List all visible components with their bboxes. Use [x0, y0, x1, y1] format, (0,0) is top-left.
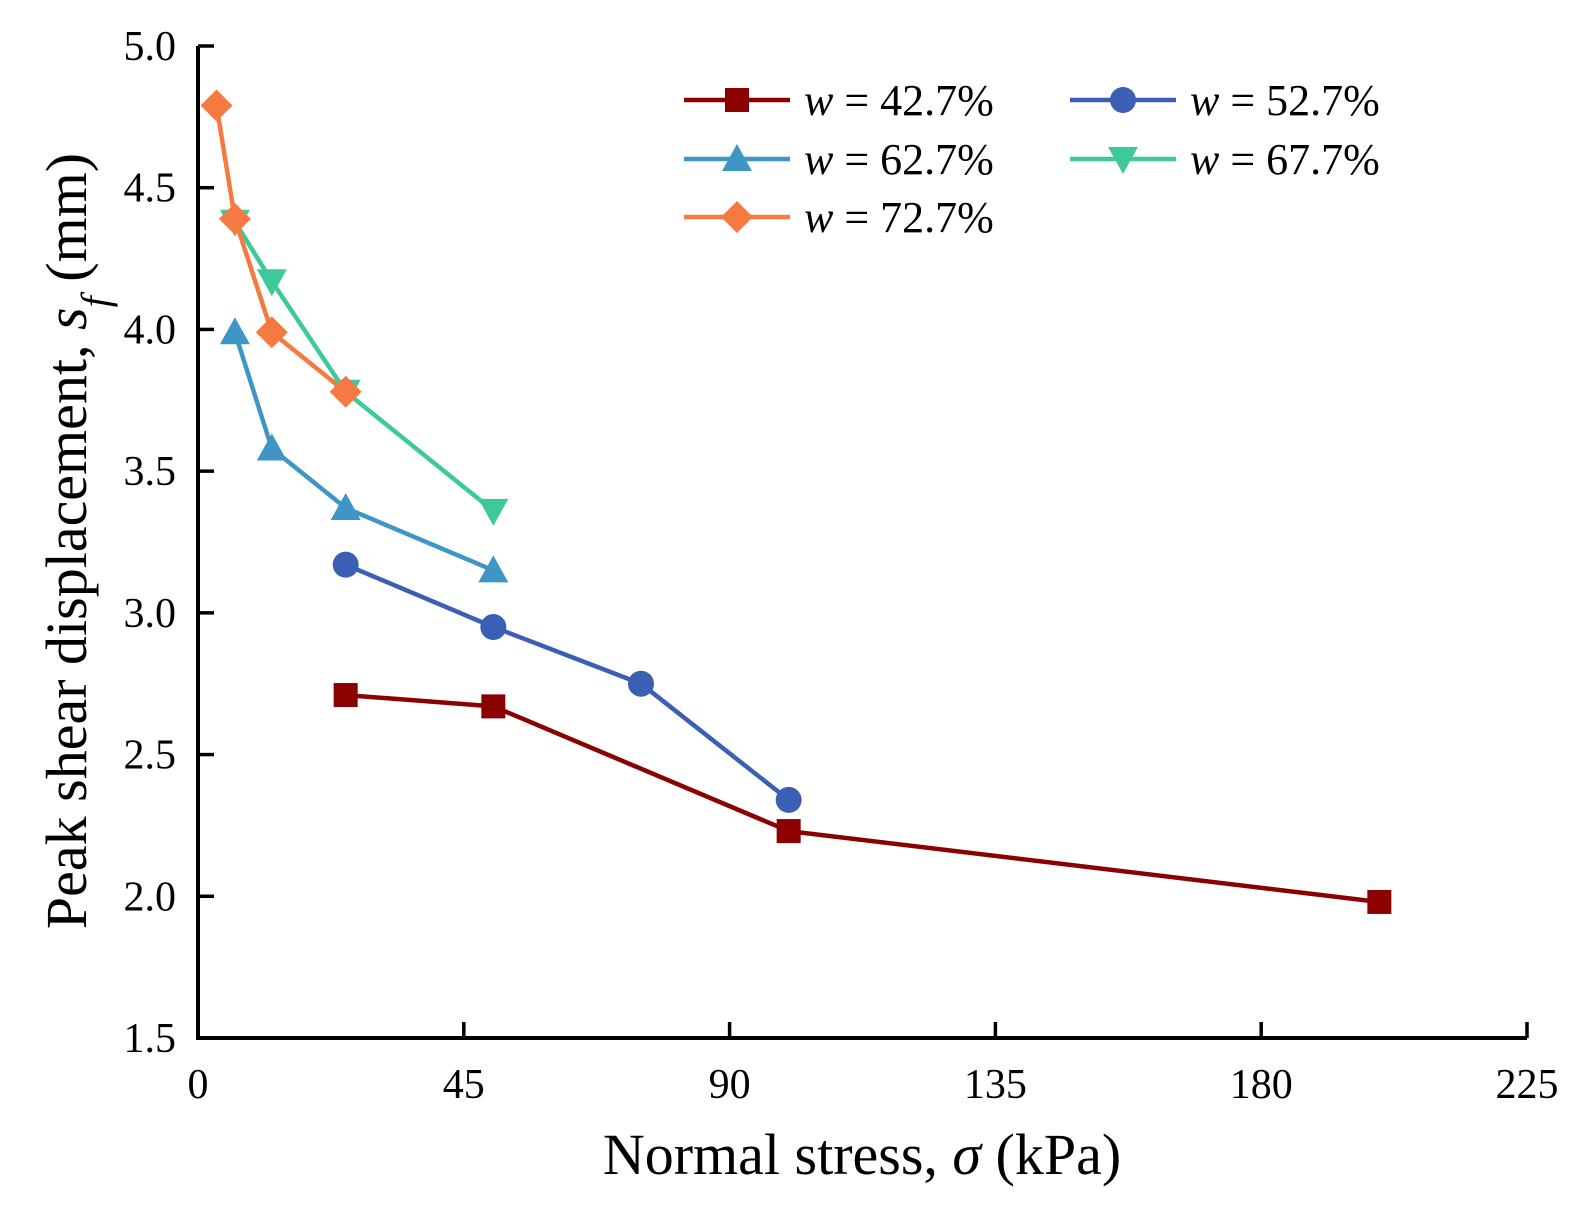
- legend-marker: [722, 144, 752, 171]
- data-point: [219, 317, 250, 345]
- data-point: [218, 202, 251, 235]
- y-tick-label: 2.5: [124, 733, 177, 779]
- series-diamond: [200, 89, 362, 408]
- legend-item: w = 52.7%: [1070, 76, 1380, 125]
- data-point: [628, 670, 654, 697]
- series-triangle-up: [219, 317, 509, 583]
- series-line: [214, 105, 348, 394]
- data-point: [332, 551, 359, 578]
- y-tick-label: 2.0: [124, 874, 177, 920]
- legend-item: w = 72.7%: [684, 193, 994, 242]
- legend-item: w = 62.7%: [684, 135, 994, 184]
- data-point: [1367, 889, 1392, 914]
- legend-item: w = 67.7%: [1070, 135, 1380, 184]
- data-point: [478, 498, 509, 526]
- data-point: [775, 786, 802, 813]
- series-layer: [200, 89, 1392, 914]
- data-point: [478, 555, 509, 583]
- data-point: [255, 316, 288, 349]
- data-point: [256, 433, 287, 461]
- x-tick-label: 90: [709, 1062, 751, 1108]
- legend-label: w = 72.7%: [804, 193, 994, 242]
- series-line: [344, 562, 791, 802]
- series-square: [333, 683, 1392, 914]
- y-axis-title-symbol: s: [34, 307, 99, 330]
- y-tick-label: 4.0: [124, 307, 177, 353]
- x-axis-title-symbol: σ: [952, 1122, 983, 1187]
- data-point: [776, 819, 801, 844]
- legend: w = 42.7% w = 52.7% w = 62.7% w = 67.7% w = …: [684, 76, 1380, 242]
- data-point: [200, 89, 233, 122]
- axes: 0 45 90 135 180 225 1.5 2.0 2.5 3.0 3.5 4.0 4.5 5.0: [124, 24, 1559, 1108]
- x-tick-label: 0: [188, 1062, 209, 1108]
- series-line: [232, 220, 495, 513]
- series-circle: [332, 551, 802, 813]
- data-point: [480, 614, 507, 641]
- legend-label: w = 67.7%: [1190, 135, 1380, 184]
- data-point: [333, 683, 358, 708]
- legend-marker: [1108, 147, 1138, 174]
- data-point: [330, 492, 361, 520]
- x-axis-title-suffix: (kPa): [981, 1122, 1121, 1187]
- y-axis-title-suffix: (mm): [34, 153, 99, 296]
- x-axis-title-prefix: Normal stress,: [603, 1122, 953, 1187]
- x-tick-label: 225: [1496, 1062, 1559, 1108]
- y-tick-label: 3.5: [124, 449, 177, 495]
- legend-label: w = 52.7%: [1190, 76, 1380, 125]
- x-axis-title: Normal stress, σ (kPa): [603, 1122, 1121, 1187]
- series-line: [345, 692, 1380, 905]
- y-axis-title: Peak shear displacement, sf (mm): [34, 153, 118, 929]
- y-tick-label: 5.0: [124, 24, 177, 70]
- data-point: [256, 269, 287, 297]
- legend-item: w = 42.7%: [684, 76, 994, 125]
- y-tick-label: 3.0: [124, 591, 177, 637]
- series-line: [232, 331, 495, 573]
- x-tick-label: 45: [443, 1062, 485, 1108]
- y-tick-label: 4.5: [124, 166, 177, 212]
- legend-label: w = 62.7%: [804, 135, 994, 184]
- y-tick-label: 1.5: [124, 1016, 177, 1062]
- x-tick-label: 180: [1230, 1062, 1293, 1108]
- legend-marker: [1110, 87, 1136, 113]
- data-point: [481, 694, 506, 719]
- legend-marker: [721, 201, 753, 233]
- legend-label: w = 42.7%: [804, 76, 994, 125]
- x-tick-label: 135: [964, 1062, 1027, 1108]
- series-triangle-down: [219, 209, 509, 526]
- y-axis-title-prefix: Peak shear displacement,: [34, 330, 99, 929]
- legend-marker: [725, 88, 749, 112]
- data-point: [329, 375, 362, 408]
